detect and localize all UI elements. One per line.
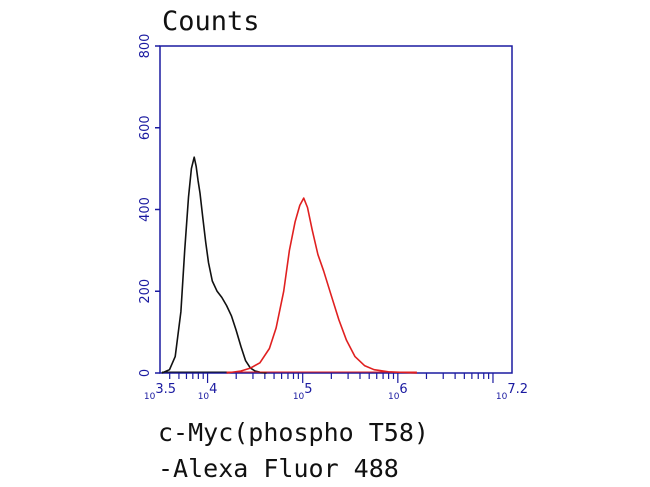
y-tick-label: 0 xyxy=(138,369,153,377)
x-tick-label: 104 xyxy=(198,382,218,402)
y-tick-label: 600 xyxy=(138,115,153,140)
series-line-0 xyxy=(161,156,267,374)
y-tick-label: 200 xyxy=(138,279,153,304)
x-tick-label: 107.2 xyxy=(496,382,528,402)
x-axis-label-line1: c-Myc(phospho T58) xyxy=(158,418,429,447)
plot-frame xyxy=(159,45,513,374)
x-axis-label: c-Myc(phospho T58) -Alexa Fluor 488 xyxy=(158,415,429,487)
y-tick-label: 800 xyxy=(138,34,153,59)
x-tick-label: 105 xyxy=(293,382,313,402)
x-axis-label-line2: -Alexa Fluor 488 xyxy=(158,454,399,483)
series-line-1 xyxy=(226,197,417,374)
y-axis-label: Counts xyxy=(162,6,260,37)
y-tick-label: 400 xyxy=(138,197,153,222)
x-tick-label: 103.5 xyxy=(144,382,176,402)
x-tick-label: 106 xyxy=(388,382,408,402)
